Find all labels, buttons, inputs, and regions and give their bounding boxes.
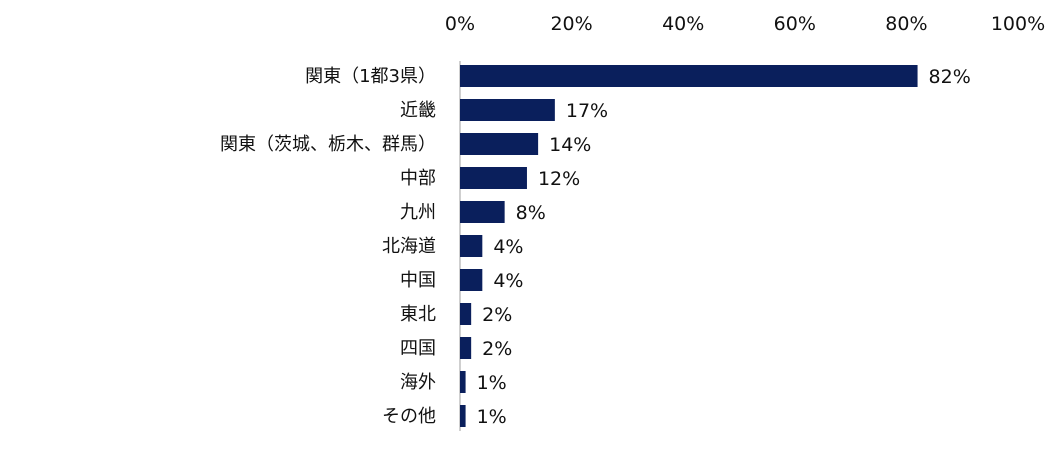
bar xyxy=(460,133,539,155)
bar xyxy=(460,235,483,257)
bar xyxy=(460,337,472,359)
bars xyxy=(460,65,918,427)
data-label: 4% xyxy=(493,236,523,258)
category-label: 九州 xyxy=(400,202,436,223)
data-label: 4% xyxy=(493,270,523,292)
data-labels: 82% 17% 14% 12% 8% 4% 4% 2% 2% 1% 1% xyxy=(477,66,971,428)
data-label: 82% xyxy=(929,66,971,88)
category-label: 北海道 xyxy=(382,236,436,257)
bar xyxy=(460,167,527,189)
category-label: 近畿 xyxy=(400,100,436,121)
bar xyxy=(460,405,466,427)
x-axis-ticks: 0% 20% 40% 60% 80% 100% xyxy=(445,13,1045,35)
data-label: 17% xyxy=(566,100,608,122)
category-label: 中国 xyxy=(400,270,436,291)
category-label: 関東（茨城、栃木、群馬） xyxy=(220,134,436,155)
data-label: 1% xyxy=(477,372,507,394)
x-tick-label: 0% xyxy=(445,13,475,35)
category-label: 東北 xyxy=(400,304,436,325)
bar xyxy=(460,65,918,87)
category-label: その他 xyxy=(382,406,436,427)
x-tick-label: 20% xyxy=(550,13,592,35)
x-tick-label: 100% xyxy=(991,13,1045,35)
x-tick-label: 40% xyxy=(662,13,704,35)
bar xyxy=(460,201,505,223)
bar xyxy=(460,303,472,325)
bar xyxy=(460,269,483,291)
data-label: 2% xyxy=(482,338,512,360)
category-label: 中部 xyxy=(400,168,436,189)
category-label: 海外 xyxy=(400,372,436,393)
category-label: 関東（1都3県） xyxy=(305,66,436,87)
data-label: 2% xyxy=(482,304,512,326)
data-label: 14% xyxy=(549,134,591,156)
bar xyxy=(460,371,466,393)
x-tick-label: 80% xyxy=(885,13,927,35)
bar xyxy=(460,99,555,121)
x-tick-label: 60% xyxy=(774,13,816,35)
data-label: 12% xyxy=(538,168,580,190)
data-label: 8% xyxy=(516,202,546,224)
category-label: 四国 xyxy=(400,338,436,359)
data-label: 1% xyxy=(477,406,507,428)
